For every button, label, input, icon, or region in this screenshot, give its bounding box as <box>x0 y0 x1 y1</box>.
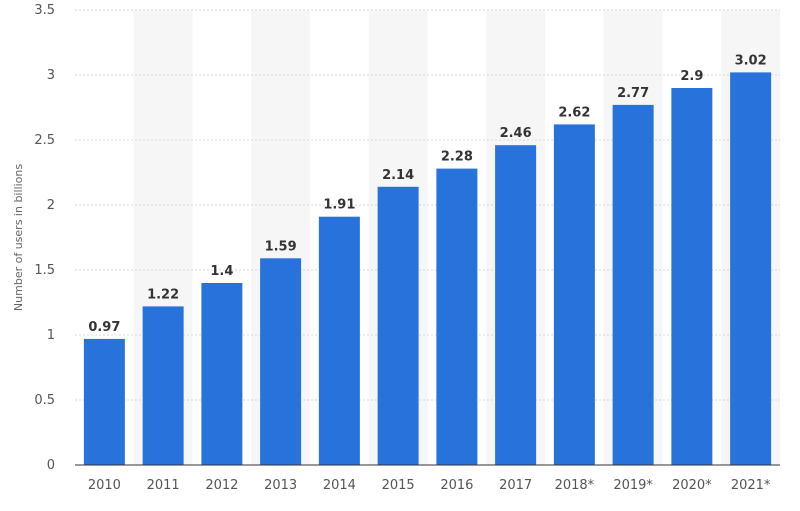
data-label: 2.62 <box>558 105 590 120</box>
bars <box>83 72 772 466</box>
x-tick-label: 2014 <box>323 478 356 493</box>
x-tick-label: 2018* <box>555 478 595 493</box>
data-label: 1.4 <box>210 264 233 279</box>
y-tick-label: 2.5 <box>34 133 55 148</box>
y-tick-label: 2 <box>47 198 55 213</box>
bar <box>201 283 243 465</box>
data-label: 2.14 <box>382 168 414 183</box>
bar <box>612 104 654 466</box>
data-label: 1.59 <box>265 239 297 254</box>
y-tick-label: 1 <box>47 328 55 343</box>
bar <box>260 258 302 465</box>
y-axis-ticks: 0 0.5 1 1.5 2 2.5 3 3.5 <box>34 3 55 473</box>
x-tick-label: 2011 <box>147 478 180 493</box>
y-axis-title: Number of users in billions <box>12 164 25 311</box>
data-label: 2.77 <box>617 86 649 101</box>
bar <box>318 216 360 465</box>
y-tick-label: 1.5 <box>34 263 55 278</box>
gridlines <box>75 9 780 401</box>
bar <box>730 72 772 466</box>
bar <box>495 145 537 465</box>
data-label: 1.22 <box>147 287 179 302</box>
y-tick-label: 0 <box>47 458 55 473</box>
x-axis-ticks: 2010 2011 2012 2013 2014 2015 2016 2017 2018* 201… <box>88 478 771 493</box>
y-tick-label: 3 <box>47 68 55 83</box>
data-label: 2.28 <box>441 150 473 165</box>
x-tick-label: 2016 <box>440 478 473 493</box>
data-label: 2.46 <box>500 126 532 141</box>
y-tick-label: 0.5 <box>34 393 55 408</box>
bar <box>377 186 419 466</box>
bar <box>671 88 713 465</box>
x-tick-label: 2019* <box>613 478 653 493</box>
y-tick-label: 3.5 <box>34 3 55 18</box>
data-label: 0.97 <box>88 320 120 335</box>
x-tick-label: 2012 <box>205 478 238 493</box>
data-label: 1.91 <box>323 198 355 213</box>
x-tick-label: 2021* <box>731 478 771 493</box>
x-tick-label: 2015 <box>382 478 415 493</box>
data-label: 2.9 <box>680 69 703 84</box>
x-tick-label: 2013 <box>264 478 297 493</box>
x-tick-label: 2020* <box>672 478 712 493</box>
bar <box>436 168 478 465</box>
bar <box>553 124 595 466</box>
x-tick-label: 2017 <box>499 478 532 493</box>
x-tick-label: 2010 <box>88 478 121 493</box>
bar <box>142 306 184 465</box>
data-label: 3.02 <box>735 53 767 68</box>
bar <box>83 338 125 465</box>
data-labels: 0.97 1.22 1.4 1.59 1.91 2.14 2.28 2.46 2.62 2.77 2… <box>88 53 767 335</box>
